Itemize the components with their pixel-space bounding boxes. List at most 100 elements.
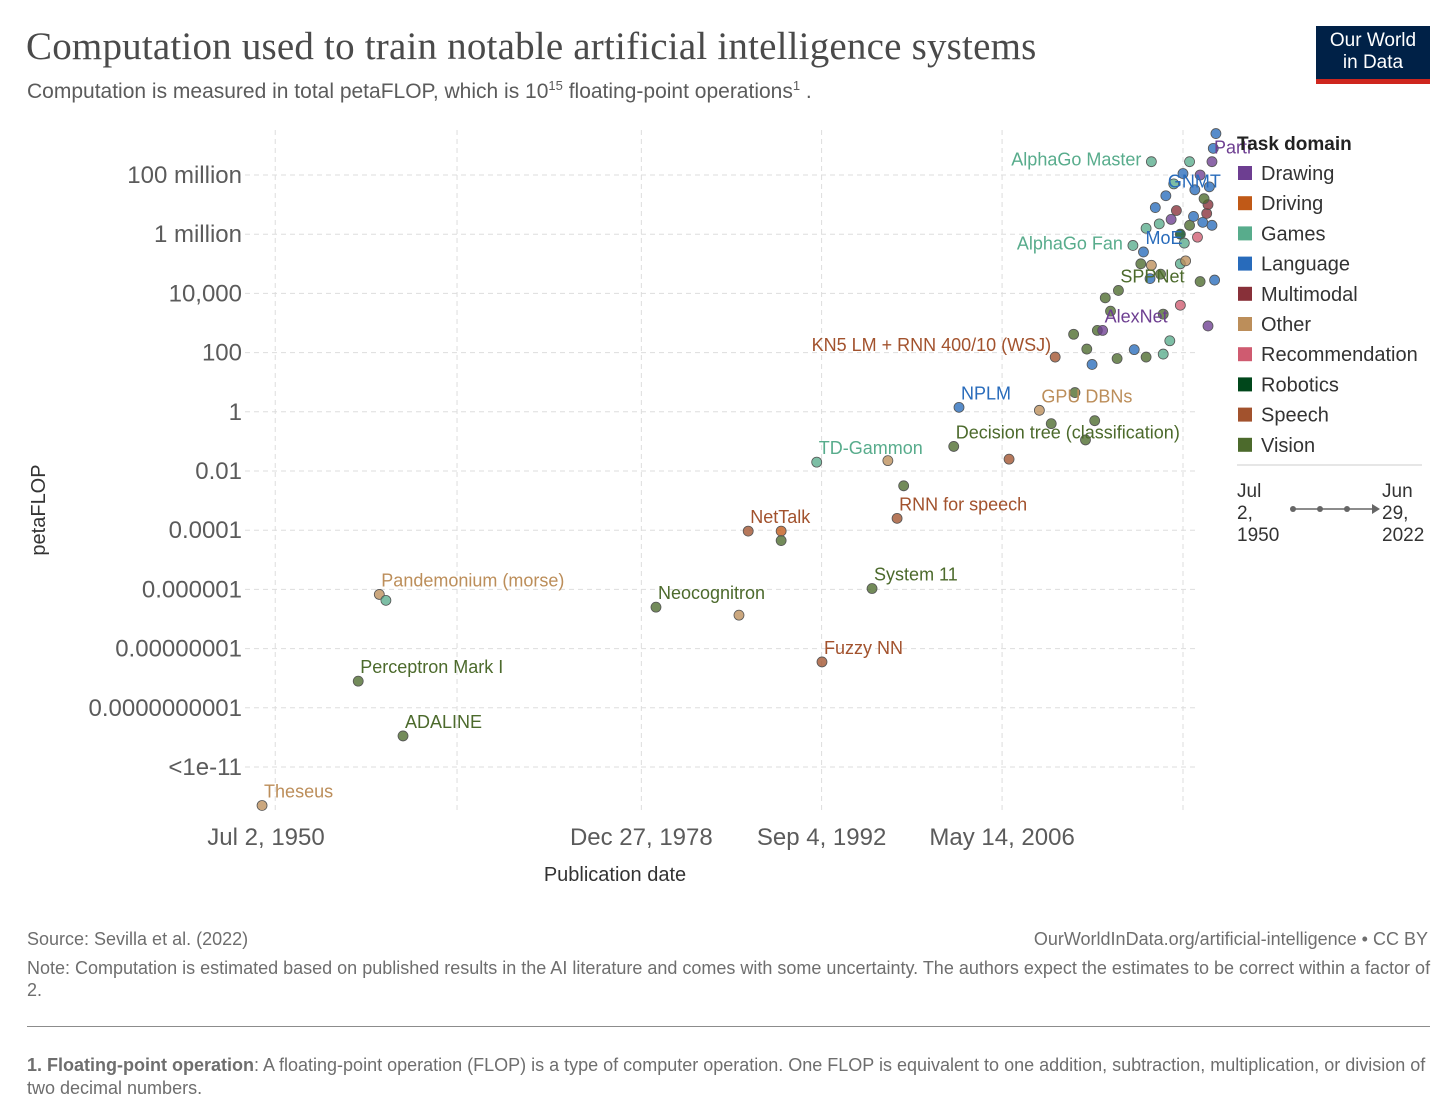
data-point[interactable] [1165, 213, 1177, 225]
data-point[interactable] [1113, 285, 1124, 296]
data-point[interactable] [1184, 156, 1195, 168]
data-point[interactable] [775, 535, 787, 546]
legend-item-label[interactable]: Drawing [1261, 163, 1334, 185]
legend-swatch[interactable] [1238, 196, 1252, 211]
data-point[interactable] [1080, 434, 1091, 446]
data-point[interactable] [1177, 168, 1189, 179]
data-point[interactable] [650, 601, 662, 613]
data-point[interactable] [1210, 128, 1222, 139]
data-point[interactable] [1128, 344, 1140, 356]
legend-swatch[interactable] [1238, 437, 1252, 452]
legend-swatch[interactable] [1238, 377, 1252, 392]
data-point[interactable] [1157, 308, 1169, 320]
data-point[interactable] [1111, 353, 1123, 364]
data-point[interactable] [1209, 274, 1220, 286]
data-point[interactable] [882, 455, 894, 467]
data-point[interactable] [1170, 205, 1182, 216]
data-point[interactable] [1145, 156, 1157, 168]
data-point[interactable] [891, 512, 903, 524]
data-point[interactable] [397, 730, 409, 742]
owid-logo[interactable]: Our World in Data [1316, 26, 1430, 84]
legend-item-label[interactable]: Speech [1261, 405, 1329, 427]
legend-swatch[interactable] [1238, 317, 1252, 331]
data-point[interactable] [1105, 305, 1116, 317]
data-point[interactable] [380, 594, 392, 606]
data-point[interactable] [1168, 178, 1180, 190]
scatter-chart[interactable]: 100 million 1 million 10,000 100 1 0.01 0.0001… [0, 0, 1456, 900]
timeline-handle[interactable] [1317, 506, 1323, 512]
data-point[interactable] [1206, 156, 1218, 168]
legend-item-label[interactable]: Multimodal [1261, 284, 1358, 306]
data-point[interactable] [1045, 418, 1057, 430]
legend-swatch[interactable] [1238, 347, 1252, 362]
data-point[interactable] [1149, 202, 1161, 213]
data-point[interactable] [1189, 184, 1201, 196]
data-point[interactable] [1188, 211, 1199, 222]
data-point[interactable] [1180, 255, 1192, 267]
data-point[interactable] [256, 800, 268, 811]
data-point[interactable] [1174, 228, 1186, 240]
legend-swatch[interactable] [1238, 226, 1252, 241]
data-point[interactable] [1164, 335, 1176, 347]
data-point[interactable] [733, 609, 745, 621]
legend-item-label[interactable]: Driving [1261, 193, 1323, 215]
data-point[interactable] [1003, 453, 1015, 465]
timeline-handle[interactable] [1290, 506, 1296, 512]
data-point[interactable] [1127, 240, 1139, 251]
legend-item-label[interactable]: Recommendation [1261, 344, 1418, 366]
data-point[interactable] [1202, 320, 1214, 332]
data-point[interactable] [1198, 193, 1210, 205]
data-point[interactable] [1160, 190, 1172, 202]
data-point[interactable] [1068, 328, 1080, 340]
data-point[interactable] [775, 525, 787, 537]
legend-item-label[interactable]: Vision [1261, 435, 1315, 457]
legend-item-label[interactable]: Other [1261, 314, 1311, 336]
legend-item-label[interactable]: Robotics [1261, 374, 1339, 396]
data-point[interactable] [1153, 218, 1165, 230]
data-point[interactable] [1194, 276, 1206, 287]
data-point[interactable] [1184, 219, 1195, 231]
footnote-ref[interactable]: 1 [792, 78, 801, 93]
data-point[interactable] [352, 675, 364, 687]
data-point[interactable] [1081, 343, 1093, 355]
data-point[interactable] [1206, 219, 1218, 231]
data-point[interactable] [1178, 237, 1190, 249]
data-point[interactable] [1140, 351, 1152, 363]
data-point[interactable] [1203, 181, 1215, 193]
legend-swatch[interactable] [1238, 407, 1252, 422]
data-point[interactable] [953, 401, 965, 413]
data-point[interactable] [811, 456, 823, 468]
data-point[interactable] [1049, 351, 1061, 363]
data-point[interactable] [1138, 246, 1149, 258]
data-point[interactable] [1033, 404, 1045, 416]
legend-item-label[interactable]: Language [1261, 254, 1350, 276]
legend-swatch[interactable] [1238, 256, 1252, 271]
data-point[interactable] [1135, 258, 1147, 270]
data-point[interactable] [1089, 415, 1101, 427]
data-point[interactable] [898, 480, 910, 492]
data-point[interactable] [1069, 387, 1081, 398]
data-point[interactable] [1144, 273, 1156, 285]
data-point[interactable] [742, 525, 754, 537]
source-url[interactable]: OurWorldInData.org/artificial-intelligen… [1033, 929, 1428, 949]
data-point[interactable] [1145, 259, 1157, 271]
legend-swatch[interactable] [1238, 286, 1252, 301]
data-point[interactable] [948, 441, 960, 452]
data-point[interactable] [1207, 142, 1219, 154]
data-point[interactable] [1157, 348, 1169, 360]
legend-item-label[interactable]: Games [1261, 223, 1325, 245]
data-point[interactable] [1201, 208, 1213, 219]
data-point[interactable] [1192, 231, 1203, 243]
timeline-handle[interactable] [1344, 506, 1350, 512]
data-point[interactable] [1194, 169, 1206, 181]
data-point[interactable] [1174, 299, 1186, 311]
data-point[interactable] [1140, 222, 1152, 234]
data-point[interactable] [1155, 268, 1166, 280]
data-point[interactable] [1086, 359, 1098, 370]
data-point[interactable] [816, 656, 828, 668]
data-point[interactable] [1097, 324, 1109, 336]
legend[interactable]: Task domain Drawing Driving Games Language M… [1237, 134, 1422, 466]
legend-swatch[interactable] [1238, 166, 1252, 180]
data-point[interactable] [1099, 292, 1111, 304]
